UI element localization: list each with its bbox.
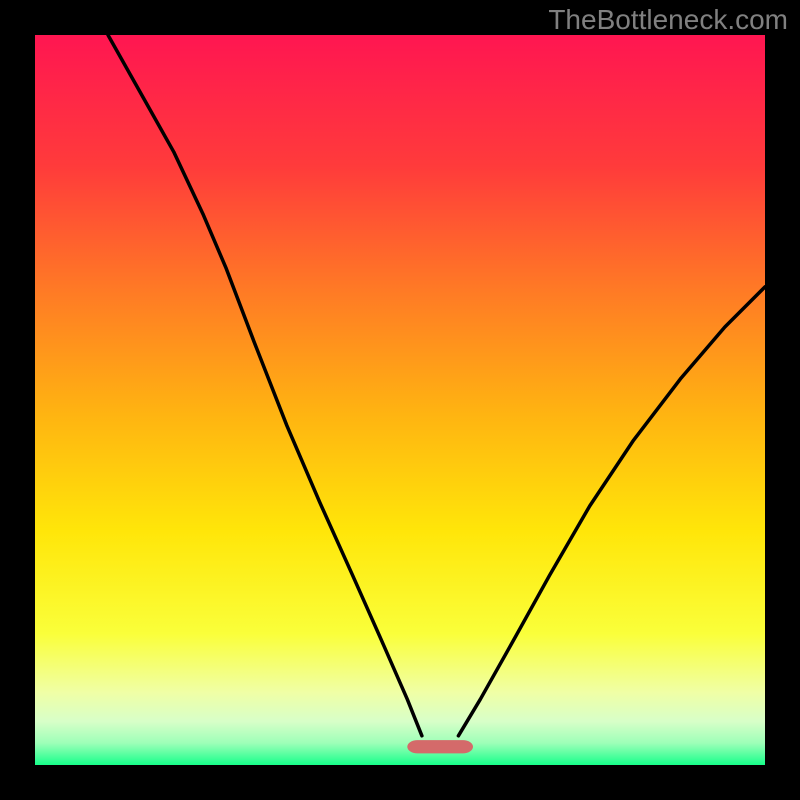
optimal-marker xyxy=(407,740,473,753)
bottleneck-curve-right xyxy=(458,287,765,736)
bottleneck-curve-left xyxy=(108,35,422,736)
watermark-text: TheBottleneck.com xyxy=(548,4,788,36)
stage: TheBottleneck.com xyxy=(0,0,800,800)
plot-overlay-svg xyxy=(35,35,765,765)
